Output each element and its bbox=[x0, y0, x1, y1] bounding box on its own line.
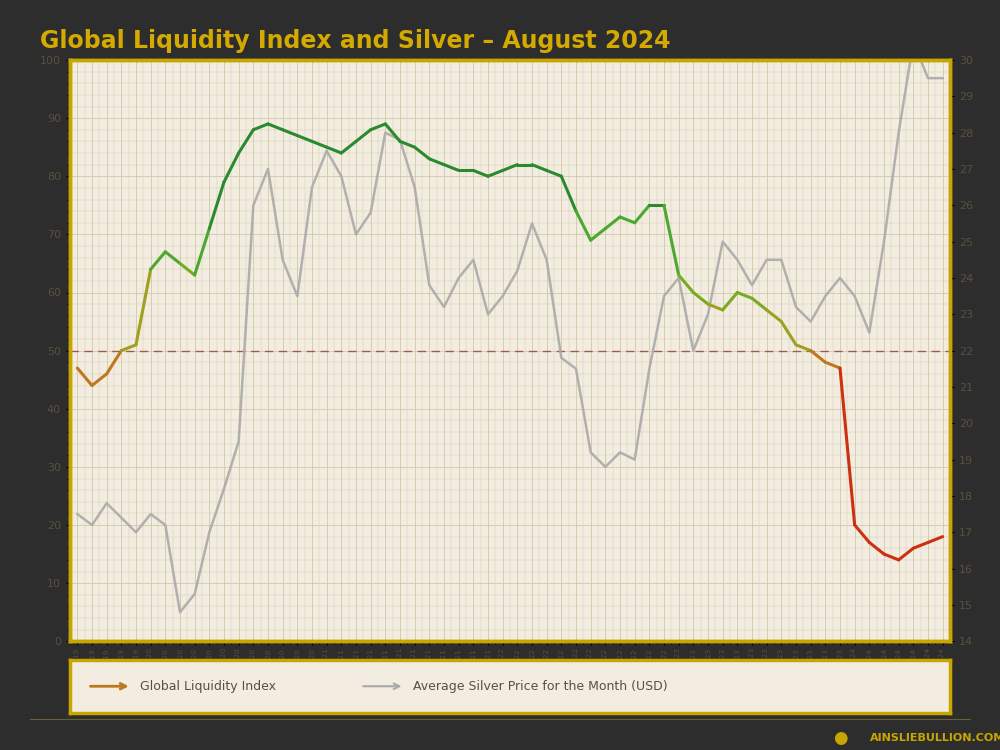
Text: Average Silver Price for the Month (USD): Average Silver Price for the Month (USD) bbox=[413, 680, 668, 693]
Text: AINSLIEBULLION.COM.AU: AINSLIEBULLION.COM.AU bbox=[870, 733, 1000, 743]
Text: ●: ● bbox=[833, 729, 847, 747]
Text: Global Liquidity Index and Silver – August 2024: Global Liquidity Index and Silver – Augu… bbox=[40, 29, 670, 53]
Text: Global Liquidity Index: Global Liquidity Index bbox=[140, 680, 276, 693]
